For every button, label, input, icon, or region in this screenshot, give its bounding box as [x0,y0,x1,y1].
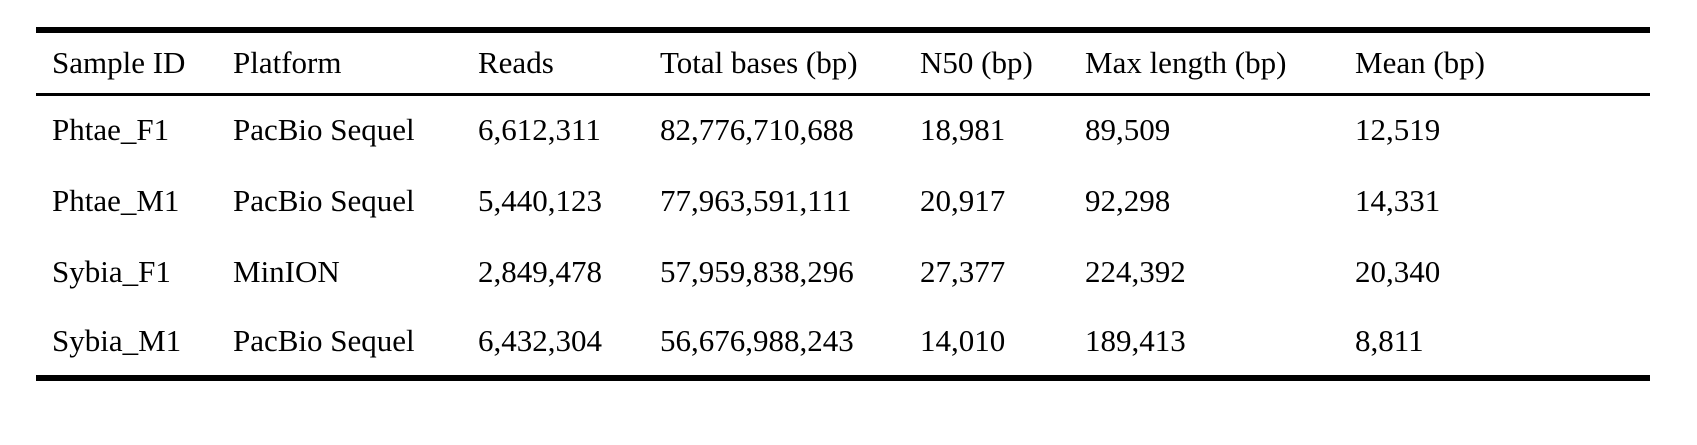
table-cell-total-bases: 56,676,988,243 [660,323,854,358]
column-header-sample-id: Sample ID [36,30,233,96]
header-row: Sample ID Platform Reads Total bases (bp… [36,30,1650,96]
table-cell-sample-id: Phtae_F1 [52,112,170,148]
table-cell-max-length: 89,509 [1085,112,1171,148]
table-cell-mean: 8,811 [1355,323,1424,358]
column-header-platform: Platform [233,30,478,96]
table-cell-reads: 6,612,311 [478,112,601,148]
table-cell-total-bases: 77,963,591,111 [660,182,852,218]
table-row: Sybia_M1 PacBio Sequel 6,432,304 56,676,… [36,307,1650,378]
column-header-reads: Reads [478,30,660,96]
table-cell-mean: 20,340 [1355,253,1441,289]
table-cell-total-bases: 82,776,710,688 [660,112,854,148]
table-cell-n50: 18,981 [920,112,1006,148]
table-cell-n50: 14,010 [920,323,1006,358]
table-row: Phtae_M1 PacBio Sequel 5,440,123 77,963,… [36,165,1650,236]
table-cell-max-length: 189,413 [1085,323,1186,358]
table-cell-platform: PacBio Sequel [233,112,415,148]
table-cell-sample-id: Sybia_M1 [52,323,182,358]
table-row: Sybia_F1 MinION 2,849,478 57,959,838,296… [36,236,1650,307]
column-header-max-length: Max length (bp) [1085,30,1355,96]
table-row: Phtae_F1 PacBio Sequel 6,612,311 82,776,… [36,94,1650,165]
table-cell-sample-id: Phtae_M1 [52,182,180,218]
table-cell-n50: 27,377 [920,253,1006,289]
table-cell-mean: 14,331 [1355,182,1441,218]
table-cell-mean: 12,519 [1355,112,1441,148]
table-cell-reads: 2,849,478 [478,253,602,289]
table-cell-reads: 6,432,304 [478,323,602,358]
table-cell-n50: 20,917 [920,182,1006,218]
table-cell-platform: PacBio Sequel [233,323,415,358]
table-cell-reads: 5,440,123 [478,182,602,218]
column-header-mean: Mean (bp) [1355,30,1650,96]
column-header-n50: N50 (bp) [920,30,1085,96]
sequencing-stats-table: Sample ID Platform Reads Total bases (bp… [36,27,1650,381]
table-cell-total-bases: 57,959,838,296 [660,253,854,289]
table-cell-max-length: 92,298 [1085,182,1171,218]
table-cell-platform: MinION [233,253,340,289]
table-cell-max-length: 224,392 [1085,253,1186,289]
column-header-total-bases: Total bases (bp) [660,30,920,96]
table-cell-sample-id: Sybia_F1 [52,253,171,289]
table-cell-platform: PacBio Sequel [233,182,415,218]
